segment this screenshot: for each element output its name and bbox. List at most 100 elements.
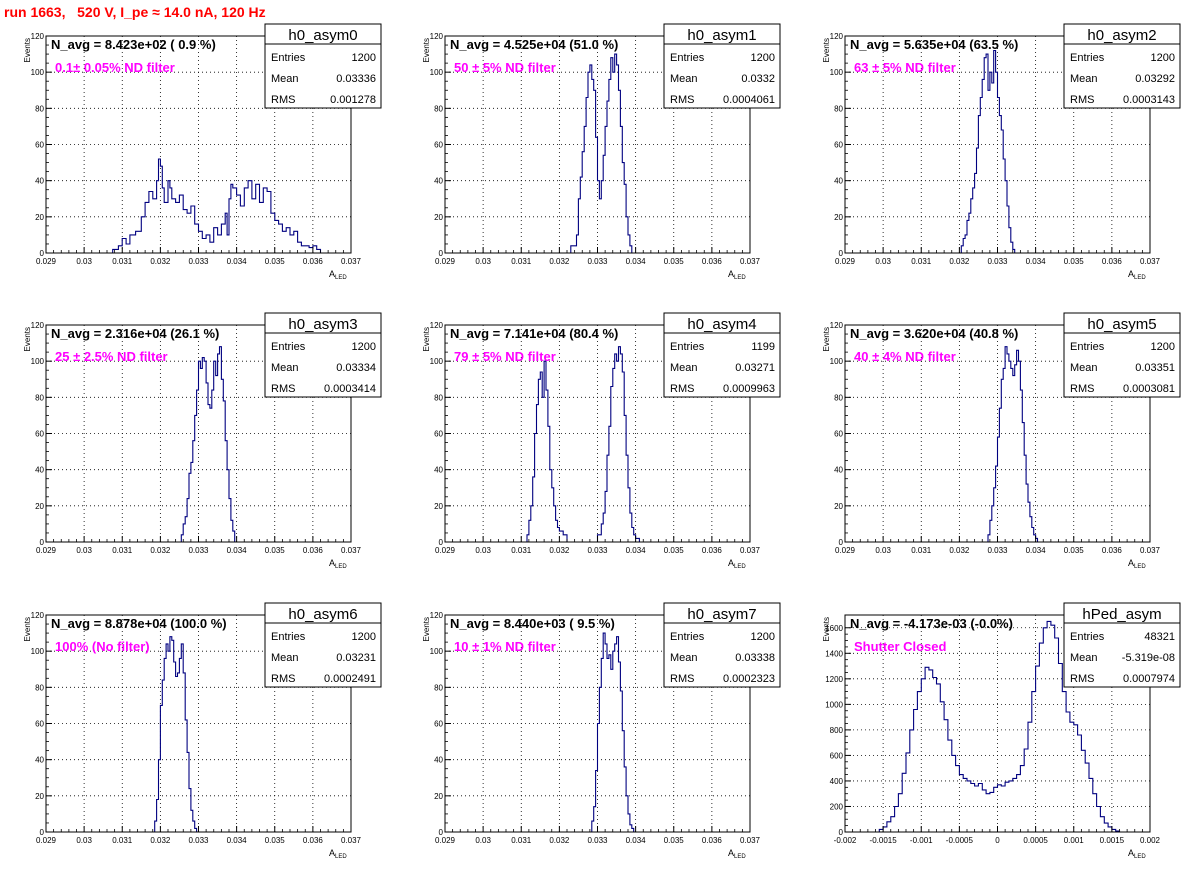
x-tick-label: 0.034 [626,836,647,845]
x-axis-title: ALED [728,848,746,860]
x-tick-label: 0.033 [587,257,608,266]
y-tick-label: 120 [31,32,45,41]
x-tick-label: 0.036 [702,546,723,555]
x-tick-label: 0.029 [435,257,456,266]
x-tick-label: 0.029 [36,836,57,845]
x-axis-title: ALED [1128,269,1146,281]
stat-label: Mean [1070,652,1098,664]
stat-label: Mean [271,73,299,85]
y-tick-label: 100 [830,357,844,366]
stat-value: 1200 [352,341,376,353]
histogram-series-h0_asym2 [959,49,1016,254]
y-tick-label: 20 [834,213,843,222]
x-tick-label: 0.03 [475,836,491,845]
stat-label: Entries [271,52,306,64]
x-tick-label: 0.034 [626,546,647,555]
stat-label: Entries [271,341,306,353]
y-tick-label: 60 [35,141,44,150]
histogram-name: h0_asym6 [288,606,357,623]
x-tick-label: 0.033 [188,546,209,555]
x-tick-label: 0.032 [150,546,171,555]
x-tick-label: 0.035 [664,836,685,845]
stat-value: 0.03271 [735,362,775,374]
stat-value: 1200 [751,52,775,64]
x-tick-label: 0.036 [702,257,723,266]
histogram-series-h0_asym6 [152,636,198,833]
navg-label: N_avg = 3.620e+04 (40.8 %) [850,326,1018,341]
y-tick-label: 0 [439,249,444,258]
panel-hPed_asym: -0.002 -0.0015 -0.001 -0.0005 0 0.0005 0.001 0.… [822,602,1181,860]
y-tick-label: 1200 [825,675,843,684]
x-tick-label: 0.035 [1064,257,1085,266]
y-tick-label: 120 [430,32,444,41]
y-axis-title: Events [23,38,32,62]
y-tick-label: 60 [434,430,443,439]
x-tick-label: 0.03 [76,836,92,845]
stat-label: Entries [670,52,705,64]
stat-label: RMS [670,673,694,685]
x-tick-label: 0.033 [587,836,608,845]
y-tick-label: 0 [40,538,45,547]
filter-label: 79 ± 5% ND filter [454,349,556,364]
y-tick-label: 40 [434,466,443,475]
x-tick-label: 0.034 [227,257,248,266]
x-tick-label: 0.036 [702,836,723,845]
y-tick-label: 80 [834,393,843,402]
stat-value: 0.03292 [1135,73,1175,85]
stats-box [1063,23,1181,109]
x-tick-label: 0.03 [875,546,891,555]
y-tick-label: 60 [434,141,443,150]
x-tick-label: 0.03 [76,257,92,266]
y-tick-label: 120 [31,611,45,620]
stat-label: Mean [1070,73,1098,85]
y-tick-label: 1000 [825,700,843,709]
x-tick-label: 0.029 [835,546,856,555]
y-tick-label: 120 [830,321,844,330]
y-tick-label: 120 [430,321,444,330]
x-tick-label: 0.031 [112,836,133,845]
navg-label: N_avg = 5.635e+04 (63.5 %) [850,37,1018,52]
stat-value: 1200 [352,631,376,643]
y-tick-label: 40 [434,756,443,765]
x-tick-label: 0.031 [511,546,532,555]
stat-label: Entries [670,341,705,353]
x-tick-label: 0.029 [435,546,456,555]
x-tick-label: 0.036 [1102,257,1123,266]
stats-box [1063,602,1181,688]
x-tick-label: 0.034 [227,546,248,555]
y-tick-label: 1600 [825,624,843,633]
y-tick-label: 200 [830,802,844,811]
stat-value: 0.001278 [330,94,376,106]
y-axis-title: Events [23,327,32,351]
stat-label: Mean [670,73,698,85]
x-tick-label: 0.032 [150,257,171,266]
y-tick-label: 20 [834,502,843,511]
x-tick-label: 0.03 [475,546,491,555]
y-tick-label: 100 [31,68,45,77]
stat-value: 1200 [1151,341,1175,353]
histogram-series-h0_asym4 [521,346,640,543]
x-tick-label: 0.037 [341,546,362,555]
histogram-name: h0_asym3 [288,316,357,333]
stat-value: 1200 [352,52,376,64]
stat-value: 1199 [751,341,775,353]
x-axis-title: ALED [329,269,347,281]
filter-label: 40 ± 4% ND filter [854,349,956,364]
y-tick-label: 600 [830,751,844,760]
y-tick-label: 80 [434,393,443,402]
y-tick-label: 0 [40,828,45,837]
y-tick-label: 800 [830,726,844,735]
panel-h0_asym4: 0.029 0.03 0.031 0.032 0.033 0.034 0.035 0.036 0… [422,312,781,570]
x-tick-label: 0.031 [911,546,932,555]
y-tick-label: 0 [839,828,844,837]
stat-label: RMS [1070,94,1094,106]
filter-label: Shutter Closed [854,639,947,654]
x-tick-label: 0.035 [1064,546,1085,555]
x-axis-title: ALED [728,269,746,281]
histogram-name: hPed_asym [1082,606,1161,623]
y-tick-label: 80 [35,393,44,402]
x-tick-label: 0.035 [265,257,286,266]
x-tick-label: 0.032 [549,836,570,845]
y-tick-label: 60 [834,141,843,150]
y-tick-label: 100 [830,68,844,77]
